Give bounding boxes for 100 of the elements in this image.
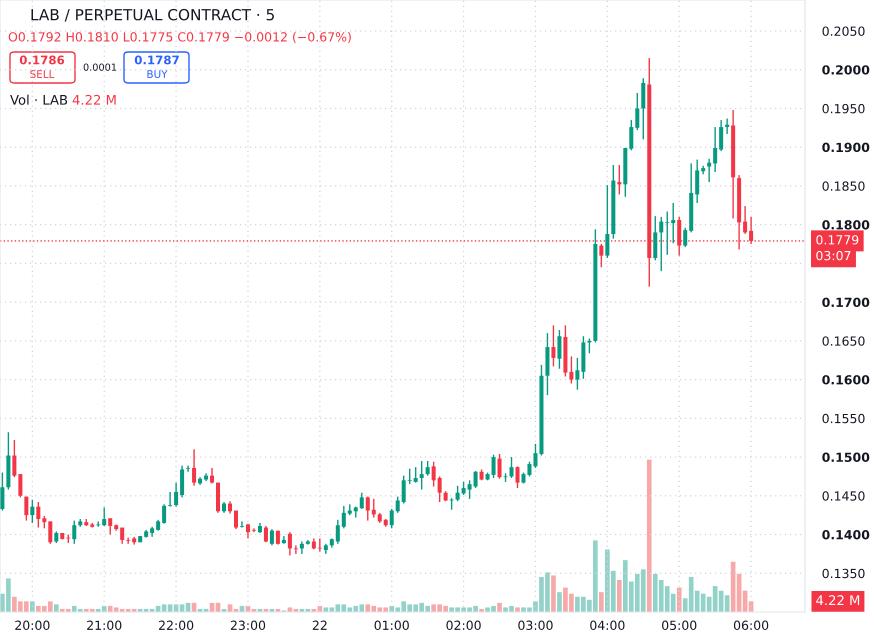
candlestick xyxy=(396,496,400,514)
candlestick xyxy=(438,476,442,503)
candlestick xyxy=(599,243,604,268)
y-tick-label: 0.1900 xyxy=(822,142,870,152)
candlestick xyxy=(30,498,34,524)
chart-title: Vol · LAB xyxy=(10,94,68,105)
candlestick xyxy=(480,468,484,481)
y-tick-label: 0.1450 xyxy=(822,491,865,501)
candlestick xyxy=(683,227,688,248)
candlestick xyxy=(342,505,346,530)
candlestick xyxy=(402,474,406,504)
bar xyxy=(497,602,502,612)
candlestick xyxy=(300,540,304,555)
chart-title: LAB / PERPETUAL CONTRACT · 5 xyxy=(32,8,274,22)
candlestick xyxy=(0,472,4,512)
bar xyxy=(515,607,520,612)
candlestick xyxy=(474,470,478,489)
candlestick xyxy=(575,357,580,390)
candlestick xyxy=(12,439,16,478)
y-tick-label: 0.1800 xyxy=(822,220,870,230)
candlestick xyxy=(719,119,724,152)
candlestick xyxy=(414,466,418,484)
candlestick xyxy=(120,526,124,545)
candlestick xyxy=(276,530,280,546)
candlestick xyxy=(288,532,292,556)
y-tick-label: 0.1400 xyxy=(822,530,870,540)
candlestick xyxy=(102,506,106,527)
candlestick xyxy=(294,544,298,555)
candlestick xyxy=(66,534,70,544)
candlestick xyxy=(527,461,532,478)
bar xyxy=(599,592,604,612)
ref-line-label: 0.1779 xyxy=(816,235,858,245)
candlestick xyxy=(72,520,76,545)
y-tick-label: 0.1650 xyxy=(822,336,865,346)
candlestick xyxy=(456,485,460,502)
bar xyxy=(240,606,244,612)
candlestick xyxy=(390,508,394,530)
candlestick xyxy=(521,472,526,484)
bar xyxy=(551,575,556,612)
candlestick xyxy=(551,324,556,368)
x-tick-label: 22:00 xyxy=(159,620,194,630)
candlestick xyxy=(24,496,28,522)
candlestick xyxy=(354,506,358,518)
text: 4.22 M xyxy=(816,595,860,605)
candlestick xyxy=(48,520,52,545)
y-tick-label: 0.1350 xyxy=(822,568,865,578)
candlestick xyxy=(498,453,502,480)
candlestick xyxy=(743,205,748,235)
candlestick xyxy=(348,504,352,516)
candlestick xyxy=(54,530,58,544)
candlestick xyxy=(432,461,436,488)
candlestick xyxy=(617,164,622,196)
y-tick-label: 0.1500 xyxy=(822,452,870,462)
candlestick xyxy=(569,356,574,384)
candlestick xyxy=(629,119,634,151)
annotation: O0.1792 H0.1810 L0.1775 C0.1779 −0.0012 (−0.67%) xyxy=(8,32,351,44)
candlestick xyxy=(150,526,154,538)
candlestick xyxy=(557,329,562,370)
candlestick xyxy=(168,491,172,508)
x-tick-label: 04:00 xyxy=(590,620,625,630)
x-tick-label: 23:00 xyxy=(230,620,266,630)
annotation: 0.1786 xyxy=(20,55,64,64)
candlestick xyxy=(246,522,250,540)
candlestick xyxy=(510,456,514,479)
candlestick xyxy=(258,522,262,534)
candlestick xyxy=(156,519,160,532)
candlestick xyxy=(162,504,166,524)
bar xyxy=(557,592,562,612)
candlestick xyxy=(330,538,334,548)
candlestick xyxy=(420,460,424,490)
candlestick xyxy=(492,454,496,479)
candlestick xyxy=(324,543,328,555)
annotation: BUY xyxy=(147,70,168,78)
candlestick xyxy=(360,492,364,510)
y-tick-label: 0.1600 xyxy=(822,375,870,385)
candlestick xyxy=(605,184,610,259)
candlestick xyxy=(707,158,712,183)
x-tick-label: 22 xyxy=(312,620,327,630)
candlestick xyxy=(264,525,268,543)
candlestick xyxy=(515,466,520,489)
annotation: 0.1787 xyxy=(134,55,179,64)
annotation: 4.22 M xyxy=(72,94,116,105)
candlestick xyxy=(450,497,454,510)
candlestick xyxy=(462,481,466,496)
candlestick xyxy=(444,490,448,502)
annotation: SELL xyxy=(30,70,54,78)
candlestick xyxy=(234,510,238,530)
candlestick xyxy=(108,518,112,536)
x-tick-label: 06:00 xyxy=(734,620,768,630)
candlestick xyxy=(270,528,274,546)
candlestick xyxy=(713,126,718,173)
candlestick xyxy=(426,460,430,476)
annotation: 0.0001 xyxy=(84,63,116,71)
candlestick xyxy=(36,501,40,528)
candlestick xyxy=(312,538,316,550)
x-tick-label: 05:00 xyxy=(662,620,696,630)
y-tick-label: 0.1550 xyxy=(822,414,865,424)
x-tick-label: 03:00 xyxy=(518,620,553,630)
x-tick-label: 01:00 xyxy=(374,620,409,630)
candlestick xyxy=(468,480,472,500)
